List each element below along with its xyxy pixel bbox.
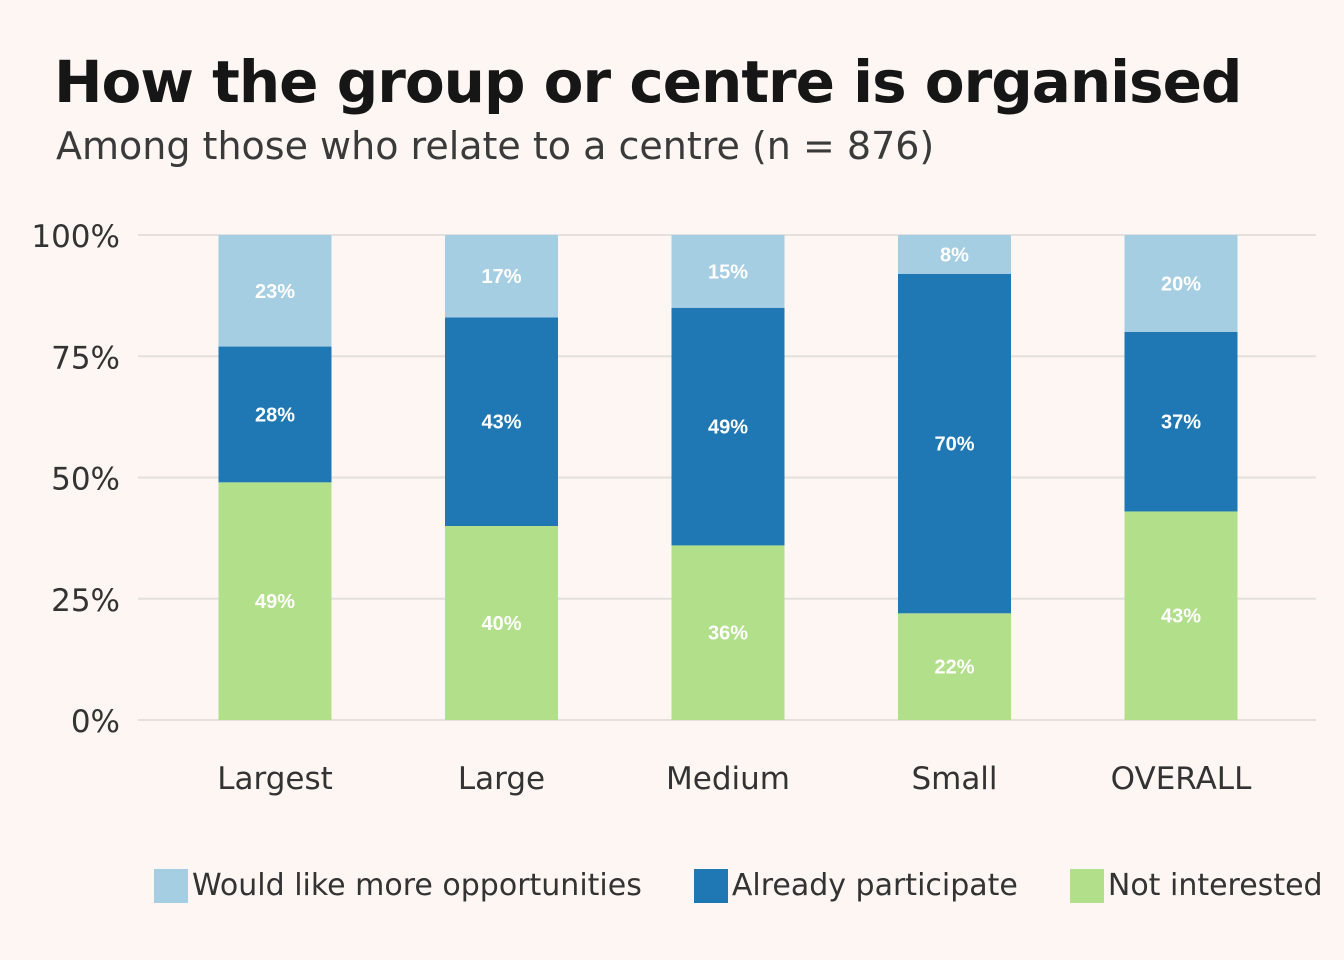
bar-value-label: 49% [255,591,295,613]
bar-segment [445,235,558,318]
bar-value-label: 49% [708,417,748,439]
bar-segment [898,235,1011,274]
bar-value-label: 43% [481,412,521,434]
bar-segment [445,526,558,720]
bar-segment [218,482,332,720]
chart-subtitle: Among those who relate to a centre (n = … [56,124,935,168]
legend-item: Not interested [1069,868,1323,903]
bar-value-label: 22% [934,657,974,679]
x-tick-label: Large [458,761,545,797]
bar-value-label: 8% [940,244,969,266]
bar-value-label: 37% [1161,412,1201,434]
legend-label: Would like more opportunities [192,868,642,903]
legend-item: Would like more opportunities [154,868,642,903]
bar-value-label: 15% [708,261,748,283]
legend-swatch [154,868,188,903]
y-tick-label: 100% [31,219,120,255]
bar-value-label: 23% [255,281,295,303]
legend-label: Already participate [731,868,1018,903]
bar-segment [218,346,332,483]
bar-value-label: 20% [1161,274,1201,296]
x-tick-label: Medium [666,761,790,797]
bar-segment [1124,511,1238,720]
bar-segment [671,235,785,308]
x-tick-label: Small [911,761,997,797]
bar-segment [898,613,1011,720]
bar-value-label: 43% [1161,606,1201,628]
bar-value-label: 70% [934,434,974,456]
y-tick-label: 0% [71,704,120,740]
bar-value-label: 36% [708,623,748,645]
bar-segment [671,545,785,720]
y-tick-label: 50% [51,462,120,498]
x-axis-ticks: Largest Large Medium Small OVERALL [217,761,1252,797]
bar-labels: 49% 28% 23% 40% 43% 17% 36% 49% 15% 22% 70% 8% 43% 37… [255,244,1201,678]
bar-segment [898,273,1011,614]
stacked-bar-chart: 0%25%50%75%100% 49%28%23%40%43%17%36%49%… [31,219,1316,797]
bar-segment [218,235,332,347]
chart-title: How the group or centre is organised [54,48,1242,116]
x-tick-label: Largest [217,761,333,797]
legend-item: Already participate [693,868,1018,903]
bar-segment [1124,332,1238,512]
x-tick-label: OVERALL [1111,761,1252,797]
bar-segment [445,317,558,526]
legend-swatch [1069,868,1104,903]
bar-value-label: 40% [481,613,521,635]
y-tick-label: 75% [51,340,120,376]
bar-segment [671,307,785,546]
y-axis-ticks: 0% 25% 50% 75% 100% [31,219,120,740]
bar-value-label: 28% [255,404,295,426]
bar-value-label: 17% [481,266,521,288]
bar-segment [1124,235,1238,332]
legend: Would like more opportunities Already par… [154,868,1323,903]
legend-swatch [693,868,728,903]
legend-label: Not interested [1107,868,1323,903]
bars [218,235,1238,720]
y-tick-label: 25% [51,583,120,619]
